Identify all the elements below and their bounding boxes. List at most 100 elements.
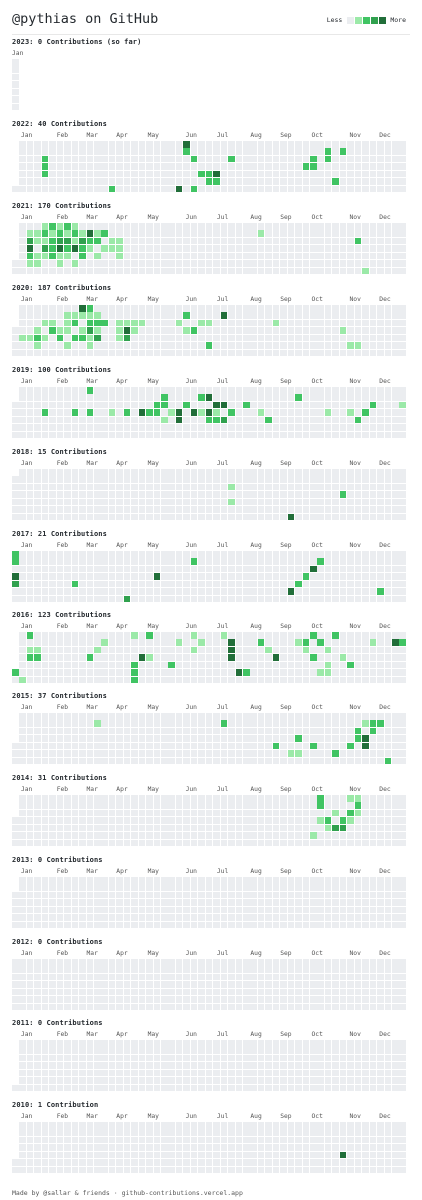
contribution-day-cell[interactable] — [175, 802, 183, 810]
contribution-day-cell[interactable] — [71, 424, 79, 431]
contribution-day-cell[interactable] — [377, 1166, 384, 1174]
contribution-day-cell[interactable] — [34, 469, 41, 476]
contribution-day-cell[interactable] — [287, 558, 295, 566]
contribution-day-cell[interactable] — [138, 573, 146, 580]
contribution-day-cell[interactable] — [168, 580, 176, 588]
contribution-day-cell[interactable] — [56, 506, 64, 513]
contribution-day-cell[interactable] — [131, 469, 138, 476]
contribution-day-cell[interactable] — [228, 588, 235, 595]
contribution-day-cell[interactable] — [257, 720, 265, 728]
contribution-day-cell[interactable] — [339, 1084, 347, 1092]
contribution-day-cell[interactable] — [324, 595, 332, 603]
contribution-day-cell[interactable] — [257, 899, 265, 906]
contribution-day-cell[interactable] — [198, 757, 205, 765]
contribution-day-cell[interactable] — [26, 1151, 34, 1159]
contribution-day-cell[interactable] — [131, 1084, 138, 1092]
contribution-day-cell[interactable] — [265, 1003, 272, 1011]
contribution-day-cell[interactable] — [317, 1054, 325, 1062]
contribution-day-cell[interactable] — [242, 1069, 250, 1077]
contribution-day-cell[interactable] — [228, 750, 235, 757]
contribution-day-cell[interactable] — [64, 1047, 71, 1055]
contribution-day-cell[interactable] — [34, 565, 41, 573]
contribution-day-cell[interactable] — [257, 809, 265, 817]
contribution-day-cell[interactable] — [317, 170, 325, 178]
contribution-day-cell[interactable] — [101, 1062, 108, 1069]
contribution-day-cell[interactable] — [101, 1003, 108, 1011]
contribution-day-cell[interactable] — [280, 802, 287, 810]
contribution-day-cell[interactable] — [41, 185, 49, 193]
contribution-day-cell[interactable] — [213, 750, 220, 757]
contribution-day-cell[interactable] — [377, 742, 384, 750]
contribution-day-cell[interactable] — [205, 646, 213, 654]
contribution-day-cell[interactable] — [220, 588, 228, 595]
contribution-day-cell[interactable] — [213, 513, 220, 521]
contribution-day-cell[interactable] — [384, 163, 392, 170]
contribution-day-cell[interactable] — [64, 506, 71, 513]
contribution-day-cell[interactable] — [377, 669, 384, 676]
contribution-day-cell[interactable] — [317, 1151, 325, 1159]
contribution-day-cell[interactable] — [354, 148, 362, 156]
contribution-day-cell[interactable] — [324, 513, 332, 521]
contribution-day-cell[interactable] — [19, 884, 27, 892]
contribution-day-cell[interactable] — [161, 1151, 168, 1159]
contribution-day-cell[interactable] — [153, 1151, 161, 1159]
contribution-day-cell[interactable] — [198, 327, 205, 334]
contribution-day-cell[interactable] — [19, 646, 27, 654]
contribution-day-cell[interactable] — [64, 959, 71, 966]
contribution-day-cell[interactable] — [265, 260, 272, 267]
contribution-day-cell[interactable] — [153, 1159, 161, 1166]
contribution-day-cell[interactable] — [108, 654, 116, 661]
contribution-day-cell[interactable] — [235, 757, 243, 765]
contribution-day-cell[interactable] — [362, 580, 369, 588]
contribution-day-cell[interactable] — [302, 735, 310, 742]
contribution-day-cell[interactable] — [324, 921, 332, 929]
contribution-day-cell[interactable] — [19, 654, 27, 661]
contribution-day-cell[interactable] — [198, 305, 205, 312]
contribution-day-cell[interactable] — [123, 558, 131, 566]
contribution-day-cell[interactable] — [205, 959, 213, 966]
contribution-day-cell[interactable] — [310, 558, 317, 566]
contribution-day-cell[interactable] — [339, 327, 347, 334]
contribution-day-cell[interactable] — [146, 476, 153, 484]
contribution-day-cell[interactable] — [332, 891, 339, 899]
contribution-day-cell[interactable] — [228, 595, 235, 603]
contribution-day-cell[interactable] — [310, 891, 317, 899]
contribution-day-cell[interactable] — [362, 891, 369, 899]
contribution-day-cell[interactable] — [272, 394, 280, 402]
contribution-day-cell[interactable] — [317, 981, 325, 988]
contribution-day-cell[interactable] — [161, 312, 168, 320]
contribution-day-cell[interactable] — [190, 305, 198, 312]
contribution-day-cell[interactable] — [108, 750, 116, 757]
contribution-day-cell[interactable] — [220, 163, 228, 170]
contribution-day-cell[interactable] — [205, 891, 213, 899]
contribution-day-cell[interactable] — [79, 713, 86, 720]
contribution-day-cell[interactable] — [101, 1136, 108, 1144]
contribution-day-cell[interactable] — [287, 237, 295, 245]
contribution-day-cell[interactable] — [26, 795, 34, 802]
contribution-day-cell[interactable] — [108, 735, 116, 742]
contribution-day-cell[interactable] — [190, 141, 198, 148]
contribution-day-cell[interactable] — [228, 327, 235, 334]
contribution-day-cell[interactable] — [235, 506, 243, 513]
contribution-day-cell[interactable] — [354, 832, 362, 839]
contribution-day-cell[interactable] — [19, 981, 27, 988]
contribution-day-cell[interactable] — [369, 141, 377, 148]
contribution-day-cell[interactable] — [377, 237, 384, 245]
contribution-day-cell[interactable] — [116, 884, 123, 892]
contribution-day-cell[interactable] — [228, 1069, 235, 1077]
contribution-day-cell[interactable] — [250, 170, 257, 178]
contribution-day-cell[interactable] — [362, 1122, 369, 1129]
contribution-day-cell[interactable] — [369, 1047, 377, 1055]
contribution-day-cell[interactable] — [131, 1054, 138, 1062]
contribution-day-cell[interactable] — [295, 1062, 302, 1069]
contribution-day-cell[interactable] — [399, 506, 406, 513]
contribution-day-cell[interactable] — [332, 906, 339, 914]
contribution-day-cell[interactable] — [280, 735, 287, 742]
contribution-day-cell[interactable] — [26, 237, 34, 245]
contribution-day-cell[interactable] — [317, 401, 325, 409]
contribution-day-cell[interactable] — [399, 757, 406, 765]
contribution-day-cell[interactable] — [235, 742, 243, 750]
contribution-day-cell[interactable] — [272, 237, 280, 245]
contribution-day-cell[interactable] — [295, 431, 302, 439]
contribution-day-cell[interactable] — [250, 824, 257, 832]
